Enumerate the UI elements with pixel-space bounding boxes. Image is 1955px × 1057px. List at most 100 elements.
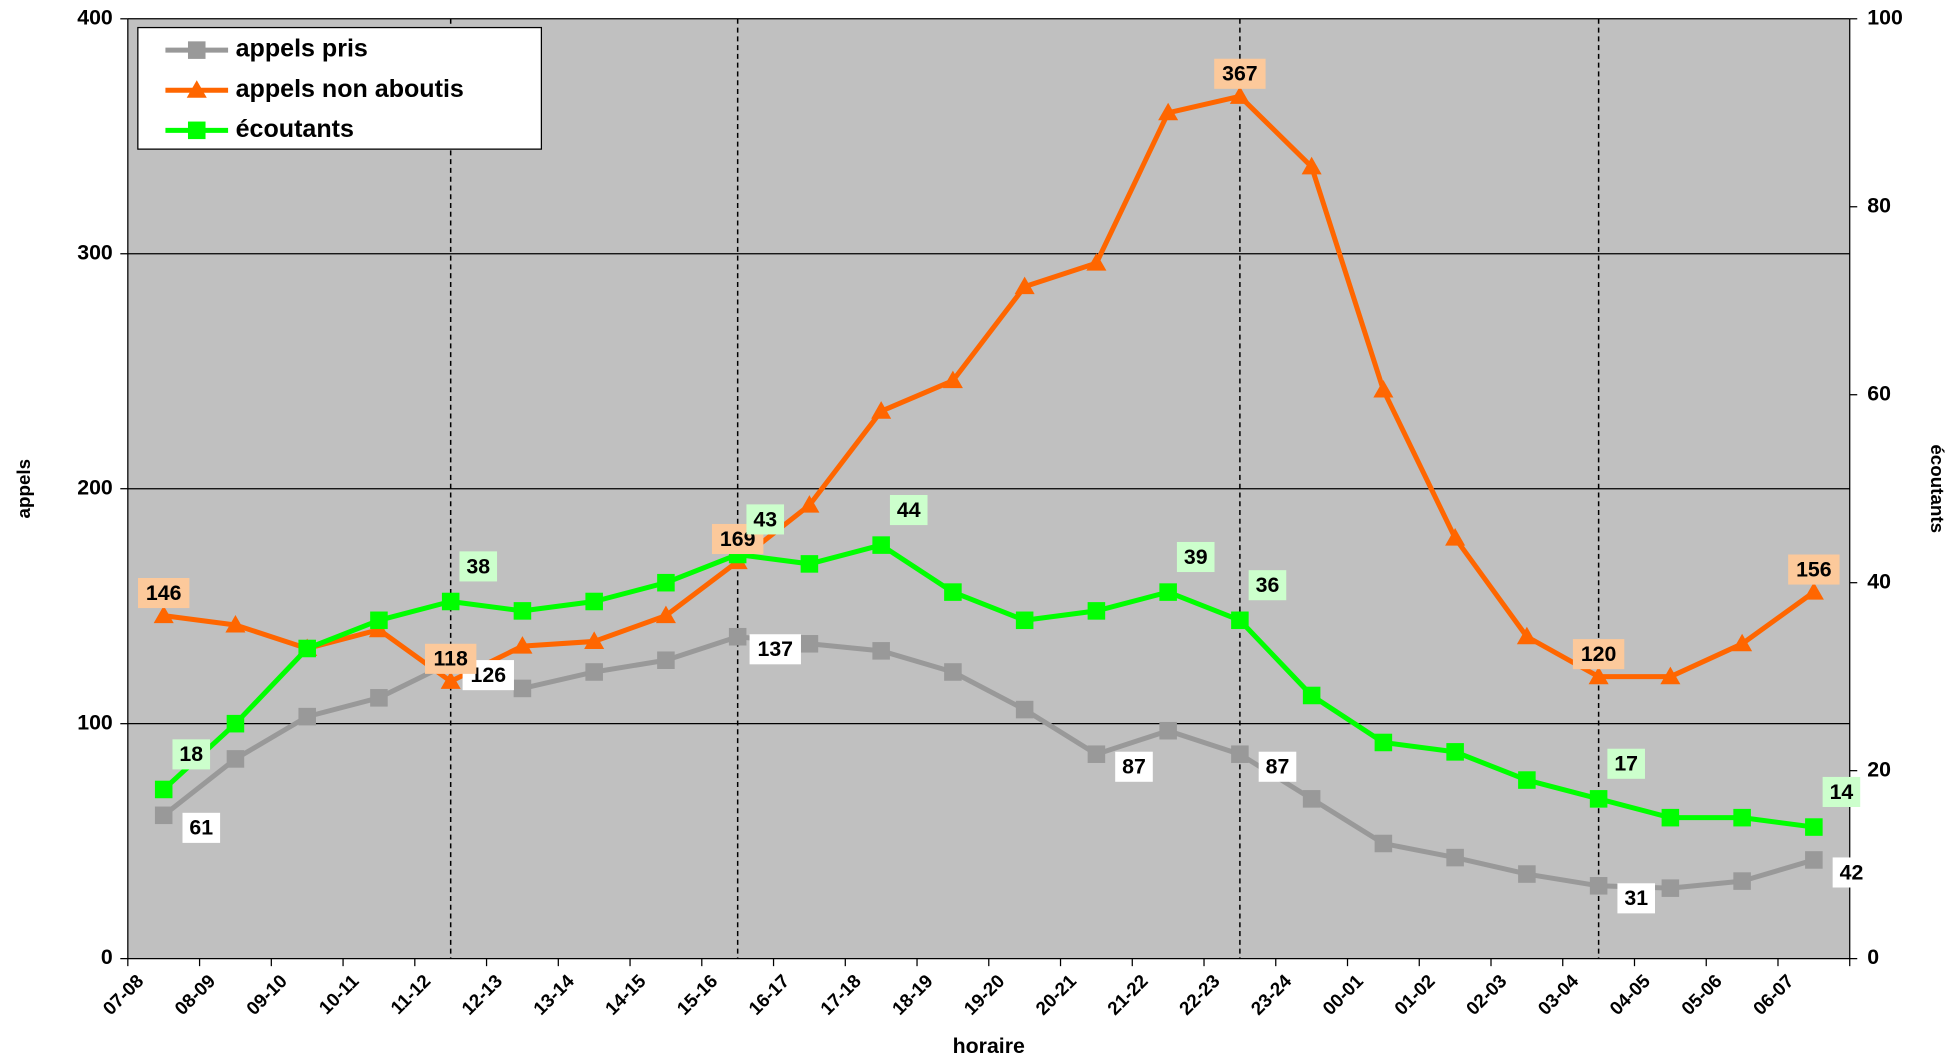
data-point [441, 592, 460, 611]
data-label-box [424, 643, 477, 674]
y2-tick-label: 80 [1867, 193, 1891, 217]
data-point [944, 583, 962, 601]
data-label-box [182, 812, 221, 843]
data-label: 367 [1222, 62, 1258, 86]
x-tick-label: 03-04 [1534, 970, 1583, 1019]
x-tick-label: 02-03 [1462, 970, 1511, 1019]
data-label-box [1822, 776, 1861, 808]
legend-marker [187, 41, 206, 59]
data-point [1087, 745, 1106, 763]
data-point [1660, 666, 1681, 685]
x-tick-label: 10-11 [315, 970, 363, 1018]
data-point [1661, 879, 1680, 897]
x-tick-label: 01-02 [1390, 970, 1439, 1019]
data-point [1302, 686, 1321, 705]
data-point [370, 689, 388, 707]
y-tick-label: 200 [77, 475, 113, 499]
data-label: 39 [1184, 545, 1208, 569]
data-point [584, 631, 605, 649]
data-label: 31 [1624, 886, 1648, 910]
legend: appels pris appels non aboutis écoutants [137, 26, 543, 150]
x-axis-label: horaire [953, 1034, 1025, 1057]
x-tick-label: 05-06 [1677, 970, 1726, 1019]
x-tick-label: 15-16 [673, 970, 722, 1019]
data-point [1732, 633, 1753, 652]
data-point [513, 679, 532, 698]
data-label: 18 [179, 742, 203, 766]
data-label-box [889, 494, 928, 526]
data-point [1086, 253, 1107, 271]
data-point [1733, 872, 1751, 890]
x-tick-label: 21-22 [1103, 970, 1152, 1019]
data-point [154, 806, 173, 825]
y-axis-label: appels [13, 459, 34, 518]
data-point [1805, 851, 1823, 869]
x-tick-label: 00-01 [1318, 970, 1367, 1019]
data-label: 44 [897, 498, 921, 522]
data-label-box [1832, 857, 1871, 888]
data-point [298, 707, 316, 726]
legend-marker [186, 80, 207, 98]
data-point [512, 636, 533, 654]
data-label: 61 [189, 816, 213, 840]
x-tick-label: 11-12 [386, 970, 434, 1018]
data-label-box [746, 504, 785, 535]
data-point [1231, 745, 1249, 763]
data-point [872, 536, 890, 554]
data-label-box [459, 551, 498, 582]
y-tick-label: 400 [77, 5, 113, 29]
data-label-box [1617, 883, 1656, 914]
data-point [513, 602, 532, 620]
data-point [655, 605, 676, 624]
data-label-box [1788, 554, 1840, 585]
data-point [871, 401, 892, 419]
data-point [657, 651, 675, 670]
data-point [1374, 834, 1393, 853]
data-label: 14 [1830, 780, 1854, 804]
data-point [225, 614, 246, 633]
data-point [1446, 743, 1464, 761]
data-point [1733, 808, 1751, 827]
legend-label: appels non aboutis [236, 75, 464, 103]
data-point [154, 780, 173, 799]
data-point [1518, 865, 1536, 883]
data-point [585, 663, 603, 681]
data-label-box [1248, 570, 1287, 601]
legend-label: appels pris [236, 35, 368, 63]
data-label: 36 [1256, 573, 1280, 597]
data-label: 120 [1581, 642, 1617, 666]
data-point [799, 495, 820, 513]
x-tick-label: 07-08 [99, 970, 148, 1019]
y-tick-label: 100 [77, 710, 113, 734]
data-point [226, 750, 245, 768]
x-tick-label: 22-23 [1175, 970, 1224, 1019]
data-point [1516, 626, 1537, 645]
y2-tick-label: 20 [1867, 757, 1891, 781]
x-tick-label: 04-05 [1605, 970, 1654, 1019]
data-point [1588, 666, 1609, 685]
data-point [1805, 818, 1823, 836]
data-point [872, 642, 890, 660]
data-label-box [749, 634, 801, 665]
data-point [1803, 582, 1824, 600]
data-label: 126 [471, 663, 507, 687]
data-label: 87 [1122, 755, 1146, 779]
data-point [153, 605, 174, 624]
data-label: 38 [466, 554, 490, 578]
data-point [1014, 276, 1035, 295]
data-point [800, 635, 819, 653]
series-line [162, 542, 1815, 830]
x-tick-label: 09-10 [242, 970, 291, 1019]
data-point [1446, 848, 1464, 867]
data-point [1301, 156, 1322, 175]
x-tick-label: 14-15 [601, 970, 650, 1019]
data-point [1087, 602, 1106, 620]
data-point [942, 370, 963, 389]
x-tick-label: 23-24 [1247, 970, 1296, 1019]
data-point [1661, 808, 1680, 827]
y-tick-label: 300 [77, 240, 113, 264]
legend-label: écoutants [236, 115, 354, 143]
x-tick-label: 08-09 [170, 970, 219, 1019]
data-label-box [1115, 751, 1153, 782]
